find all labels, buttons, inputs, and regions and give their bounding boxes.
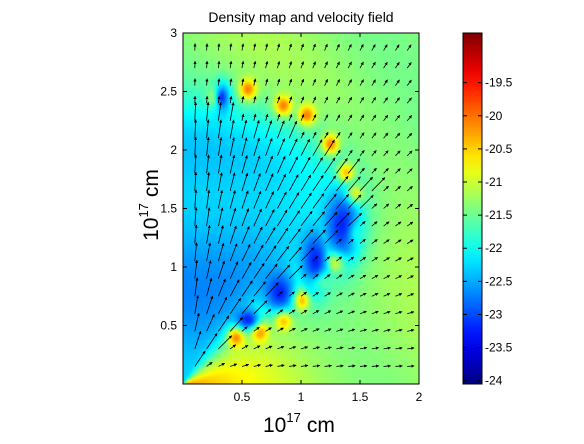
y-tick-label: 0.5 (160, 319, 177, 333)
velocity-arrow (336, 27, 339, 33)
velocity-arrow (407, 366, 414, 367)
colorbar-tick-label: -20.5 (485, 142, 513, 156)
chart-title: Density map and velocity field (208, 9, 393, 25)
velocity-arrow (207, 61, 208, 68)
colorbar-tick-label: -22.5 (485, 274, 513, 288)
y-axis-label-unit: cm (140, 169, 163, 197)
velocity-arrow (289, 26, 291, 33)
colorbar-tick-label: -20 (485, 109, 503, 123)
velocity-arrow (218, 26, 219, 33)
x-axis-label-base: 10 (263, 414, 286, 437)
y-tick-label: 1.5 (160, 202, 177, 216)
velocity-arrow (384, 27, 387, 33)
colorbar-tick-label: -22 (485, 241, 503, 255)
velocity-arrow (313, 26, 315, 33)
x-tick-label: 1 (298, 390, 305, 404)
x-axis-label: 1017 cm (263, 410, 335, 437)
velocity-arrow (277, 26, 279, 33)
x-tick-label: 0.5 (234, 390, 251, 404)
colorbar-tick-label: -21.5 (485, 208, 513, 222)
velocity-arrow (230, 26, 231, 33)
y-axis-label-exponent: 17 (136, 203, 151, 217)
velocity-arrow (266, 26, 268, 33)
colorbar-tick-label: -23.5 (485, 341, 513, 355)
x-axis-label-exponent: 17 (286, 410, 300, 425)
velocity-arrow (325, 26, 328, 33)
velocity-arrow (242, 26, 243, 33)
velocity-arrow (360, 27, 363, 33)
colorbar-tick-label: -19.5 (485, 76, 513, 90)
x-axis-label-unit: cm (307, 414, 335, 437)
colorbar-tick-label: -21 (485, 175, 503, 189)
y-tick-label: 2 (170, 143, 177, 157)
colorbar-gradient (463, 33, 482, 384)
velocity-arrow (395, 27, 399, 33)
y-tick-label: 2.5 (160, 85, 177, 99)
y-axis-label-base: 10 (140, 218, 163, 241)
velocity-arrow (254, 26, 255, 33)
velocity-arrow (407, 27, 411, 33)
x-tick-label: 1.5 (352, 390, 369, 404)
velocity-arrow (301, 26, 303, 33)
colorbar-tick-label: -24 (485, 374, 503, 388)
x-tick-label: 2 (416, 390, 423, 404)
colorbar: -19.5 -20 -20.5 -21 -21.5 -22 -22.5 -23 -23.5 -24 (463, 33, 513, 388)
velocity-arrow (207, 79, 208, 86)
velocity-arrow (348, 27, 351, 33)
y-tick-label: 3 (170, 26, 177, 40)
velocity-arrow (372, 27, 375, 33)
colorbar-tick-label: -23 (485, 307, 503, 321)
y-tick-label: 1 (170, 260, 177, 274)
y-axis-label: 1017 cm (136, 169, 163, 241)
